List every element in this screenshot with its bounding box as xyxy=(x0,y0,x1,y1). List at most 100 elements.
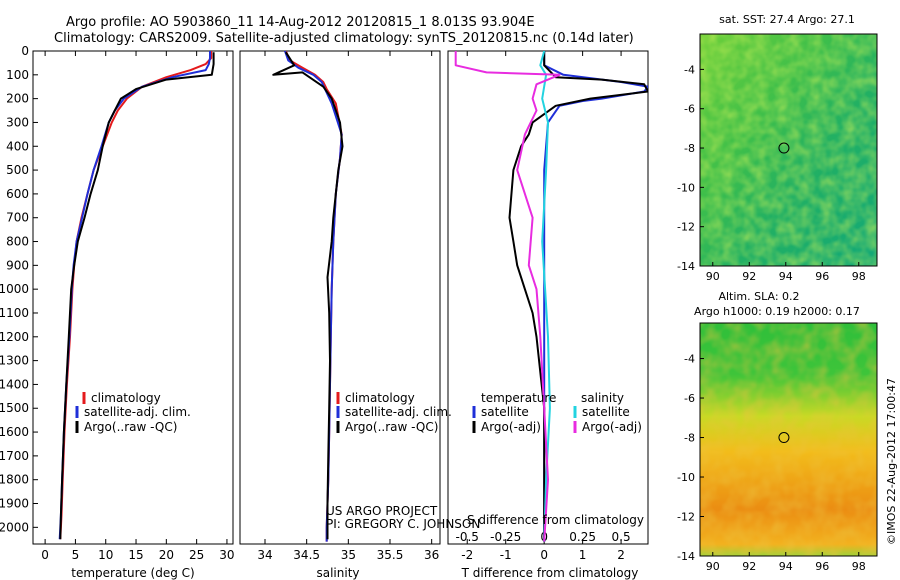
sst-map-panel: sat. SST: 27.4 Argo: 27.1 90 92 94 96 98 -4 -6… xyxy=(677,13,878,283)
s-difference-xlabel: S difference from climatology xyxy=(467,513,644,527)
s-difference-x-axis: -0.5 -0.25 0 0.25 0.5 xyxy=(456,530,631,544)
y-tick-label: 800 xyxy=(6,235,29,249)
salinity-legend: climatology satellite-adj. clim. Argo(..… xyxy=(336,391,452,434)
difference-panel: -2 -1 0 1 2 -0.5 -0.25 0 0.25 0.5 T difference f… xyxy=(447,50,649,580)
legend-t-argo-label: Argo(-adj) xyxy=(481,420,541,434)
salinity-xlabel: salinity xyxy=(316,566,359,580)
y-tick-label: 300 xyxy=(6,115,29,129)
x-tick-label: 0 xyxy=(41,548,49,562)
y-tick-label: 1600 xyxy=(0,425,29,439)
x-tick-label: 10 xyxy=(98,548,113,562)
sla-map-axes: 90 92 94 96 98 -4 -6 -8 -10 -12 -14 xyxy=(677,353,866,573)
lat-tick-label: -6 xyxy=(684,392,695,405)
difference-axes-frame xyxy=(447,50,649,545)
y-tick-label: 400 xyxy=(6,139,29,153)
difference-legend: temperature salinity satellite Argo(-adj… xyxy=(472,391,642,434)
x-tick-label: -1 xyxy=(500,548,512,562)
x-tick-label: 35.5 xyxy=(377,548,404,562)
y-tick-label: 0 xyxy=(21,44,29,58)
legend-satellite-label: satellite-adj. clim. xyxy=(345,405,452,419)
temperature-xlabel: temperature (deg C) xyxy=(71,566,194,580)
x-tick-label: 2 xyxy=(617,548,625,562)
credit-line1: US ARGO PROJECT xyxy=(326,504,438,518)
x-tick-label: 5 xyxy=(72,548,80,562)
lon-tick-label: 92 xyxy=(742,270,756,283)
temperature-axes-frame xyxy=(32,50,234,545)
lat-tick-label: -14 xyxy=(677,550,695,563)
series-line-satellite xyxy=(543,51,648,542)
legend-t-satellite-label: satellite xyxy=(481,405,529,419)
x-tick-label: 34 xyxy=(257,548,272,562)
legend-s-satellite-label: satellite xyxy=(582,405,630,419)
x-tick-label: 15 xyxy=(128,548,143,562)
y-tick-label: 1800 xyxy=(0,473,29,487)
salinity-x-axis: 34 34.5 35 35.5 36 xyxy=(257,51,439,562)
lat-tick-label: -10 xyxy=(677,471,695,484)
lon-tick-label: 96 xyxy=(815,270,829,283)
series-line-climatology xyxy=(284,51,343,542)
series-line-argo-raw-qc- xyxy=(272,51,344,540)
temperature-x-axis: 0 5 10 15 20 25 30 xyxy=(41,51,235,562)
lon-tick-label: 96 xyxy=(815,560,829,573)
t-difference-xlabel: T difference from climatology xyxy=(461,566,639,580)
x-tick-label: 20 xyxy=(159,548,174,562)
y-tick-label: 500 xyxy=(6,163,29,177)
y-tick-label: 200 xyxy=(6,92,29,106)
lon-tick-label: 90 xyxy=(706,560,720,573)
lat-tick-label: -12 xyxy=(677,511,695,524)
y-tick-label: 1500 xyxy=(0,401,29,415)
lat-tick-label: -6 xyxy=(684,103,695,116)
x-tick-label: 34.5 xyxy=(293,548,320,562)
legend-salinity-header: salinity xyxy=(581,391,624,405)
series-line-argo-adj- xyxy=(454,51,561,542)
argo-position-marker xyxy=(778,142,790,154)
y-tick-label: 1700 xyxy=(0,449,29,463)
sst-map-axes: 90 92 94 96 98 -4 -6 -8 -10 -12 -14 xyxy=(677,63,866,283)
legend-argo-label: Argo(..raw -QC) xyxy=(345,420,438,434)
legend-temperature-header: temperature xyxy=(481,391,556,405)
lat-tick-label: -8 xyxy=(684,432,695,445)
y-tick-label: 1300 xyxy=(0,354,29,368)
lon-tick-label: 92 xyxy=(742,560,756,573)
sst-argo-marker xyxy=(778,142,790,154)
sla-map-panel: Altim. SLA: 0.2 Argo h1000: 0.19 h2000: … xyxy=(677,290,878,573)
sst-map-frame xyxy=(699,33,878,267)
t-difference-x-axis: -2 -1 0 1 2 xyxy=(461,51,625,562)
sla-map-frame xyxy=(699,322,878,557)
lon-tick-label: 98 xyxy=(852,560,866,573)
y-tick-label: 1200 xyxy=(0,330,29,344)
legend-climatology-label: climatology xyxy=(91,391,161,405)
legend-satellite-label: satellite-adj. clim. xyxy=(84,405,191,419)
series-line-argo-raw-qc- xyxy=(59,52,215,540)
s-tick-label: -0.25 xyxy=(490,530,521,544)
y-tick-label: 1100 xyxy=(0,306,29,320)
y-tick-label: 1400 xyxy=(0,377,29,391)
x-tick-label: 36 xyxy=(424,548,439,562)
salinity-series xyxy=(272,51,344,542)
s-tick-label: 0.25 xyxy=(569,530,596,544)
legend-climatology-label: climatology xyxy=(345,391,415,405)
series-line-climatology xyxy=(59,51,213,540)
series-line-satellite-adj-clim- xyxy=(58,51,211,540)
header-line1: Argo profile: AO 5903860_11 14-Aug-2012 … xyxy=(66,15,535,30)
argo-position-marker xyxy=(778,432,790,444)
imos-timestamp: ©IMOS 22-Aug-2012 17:00:47 xyxy=(885,378,898,545)
lat-tick-label: -14 xyxy=(677,260,695,273)
s-tick-label: -0.5 xyxy=(456,530,479,544)
x-tick-label: 30 xyxy=(219,548,234,562)
x-tick-label: 0 xyxy=(540,548,548,562)
x-tick-label: -2 xyxy=(461,548,473,562)
lat-tick-label: -8 xyxy=(684,142,695,155)
lat-tick-label: -10 xyxy=(677,181,695,194)
temperature-legend: climatology satellite-adj. clim. Argo(..… xyxy=(75,391,191,434)
lon-tick-label: 94 xyxy=(779,560,793,573)
y-tick-label: 900 xyxy=(6,258,29,272)
y-tick-label: 2000 xyxy=(0,520,29,534)
y-tick-label: 100 xyxy=(6,68,29,82)
y-tick-label: 600 xyxy=(6,187,29,201)
x-tick-label: 35 xyxy=(341,548,356,562)
header-line2: Climatology: CARS2009. Satellite-adjuste… xyxy=(54,31,634,46)
x-tick-label: 25 xyxy=(189,548,204,562)
y-tick-label: 700 xyxy=(6,211,29,225)
lat-tick-label: -4 xyxy=(684,353,695,366)
